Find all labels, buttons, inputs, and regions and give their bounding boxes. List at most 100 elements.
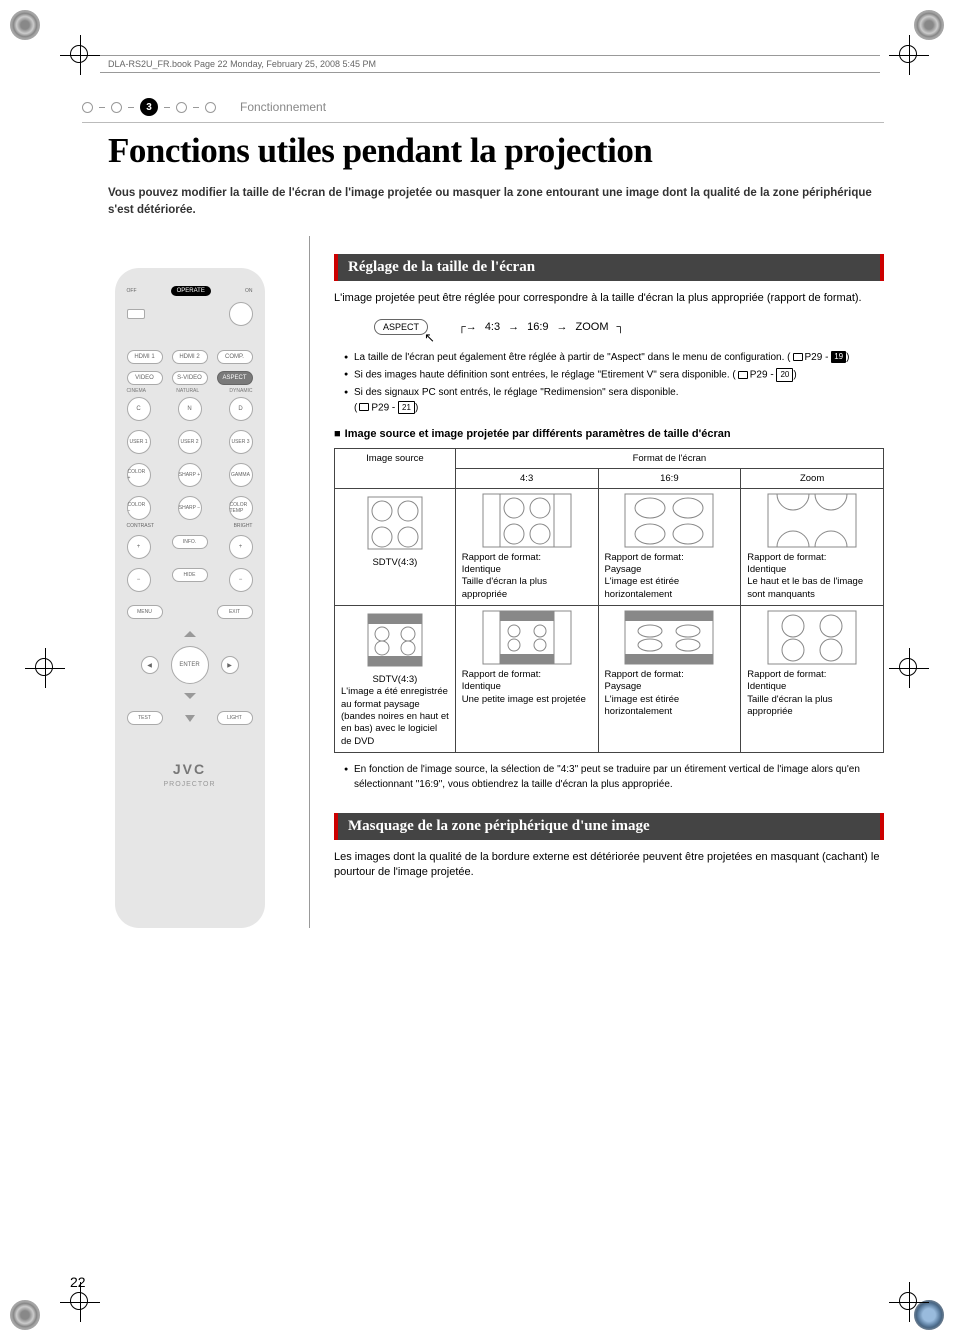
th-169: 16:9 (598, 468, 741, 488)
crop-cross-tr (889, 35, 929, 75)
remote-aspect-button[interactable]: ASPECT (217, 371, 253, 385)
bullet-1: La taille de l'écran peut également être… (344, 351, 884, 366)
page-number: 22 (70, 1274, 86, 1290)
table-subhead: Image source et image projetée par diffé… (334, 428, 884, 440)
aspect-zoom: ZOOM (576, 321, 609, 333)
remote-colortemp-button[interactable]: COLOR TEMP (229, 496, 253, 520)
remote-off-label: OFF (127, 288, 137, 294)
remote-off-button[interactable] (127, 309, 145, 319)
remote-logo: JVC (127, 761, 253, 777)
remote-video-button[interactable]: VIDEO (127, 371, 163, 385)
table-row: SDTV(4:3) L'image a été enregistrée au f… (335, 605, 456, 752)
ref-21: 21 (398, 401, 415, 415)
remote-on-label: ON (245, 288, 253, 294)
bullet-2: Si des images haute définition sont entr… (344, 368, 884, 383)
table-row: SDTV(4:3) (335, 488, 456, 605)
aspect-4-3: 4:3 (485, 321, 500, 333)
section-heading-1: Réglage de la taille de l'écran (334, 254, 884, 281)
book-icon (793, 353, 803, 361)
table-row: Rapport de format:PaysageL'image est éti… (598, 488, 741, 605)
remote-user2-button[interactable]: USER 2 (178, 430, 202, 454)
remote-color-minus-button[interactable]: COLOR − (127, 496, 151, 520)
crumb-step-active: 3 (140, 98, 158, 116)
aspect-16-9: 16:9 (527, 321, 548, 333)
proj-169-lb-icon (624, 610, 714, 665)
remote-hide-button[interactable]: HIDE (172, 568, 208, 582)
remote-bright-minus-button[interactable]: − (229, 568, 253, 592)
remote-user1-button[interactable]: USER 1 (127, 430, 151, 454)
after-table-note: En fonction de l'image source, la sélect… (344, 763, 884, 792)
breadcrumb: 3 Fonctionnement (82, 98, 884, 123)
remote-user3-button[interactable]: USER 3 (229, 430, 253, 454)
remote-down-icon (185, 715, 195, 722)
section-heading-2: Masquage de la zone périphérique d'une i… (334, 813, 884, 840)
remote-light-button[interactable]: LIGHT (217, 711, 253, 725)
crop-cross-br (889, 1282, 929, 1322)
th-zoom: Zoom (741, 468, 884, 488)
th-format: Format de l'écran (455, 448, 883, 468)
cursor-icon: ↖ (424, 330, 435, 346)
intro-text: Vous pouvez modifier la taille de l'écra… (108, 185, 884, 218)
remote-control: OFF OPERATE ON HDMI 1 HDMI 2 COMP. VIDEO S-… (115, 268, 265, 928)
remote-bright-plus-button[interactable]: + (229, 535, 253, 559)
remote-contrast-minus-button[interactable]: − (127, 568, 151, 592)
remote-color-plus-button[interactable]: COLOR + (127, 463, 151, 487)
remote-n-button[interactable]: N (178, 397, 202, 421)
proj-43-icon (482, 493, 572, 548)
remote-natural-label: NATURAL (176, 388, 199, 394)
remote-comp-button[interactable]: COMP. (217, 350, 253, 364)
remote-bright-label: BRIGHT (234, 523, 253, 529)
table-row: Rapport de format:PaysageL'image est éti… (598, 605, 741, 752)
th-43: 4:3 (455, 468, 598, 488)
table-row: Rapport de format:IdentiqueTaille d'écra… (741, 605, 884, 752)
remote-projector-label: PROJECTOR (127, 781, 253, 788)
page-title: Fonctions utiles pendant la projection (108, 131, 884, 171)
remote-svideo-button[interactable]: S-VIDEO (172, 371, 208, 385)
source-letterbox-icon (360, 610, 430, 670)
book-icon (738, 371, 748, 379)
remote-sharp-plus-button[interactable]: SHARP + (178, 463, 202, 487)
bullet-3: Si des signaux PC sont entrés, le réglag… (344, 386, 884, 415)
crumb-step-2 (111, 102, 122, 113)
crumb-step-4 (176, 102, 187, 113)
book-header: DLA-RS2U_FR.book Page 22 Monday, Februar… (100, 55, 880, 73)
aspect-cycle-diagram: ASPECT ↖ ┌→ 4:3 → 16:9 → ZOOM ┐ (374, 319, 884, 335)
remote-contrast-plus-button[interactable]: + (127, 535, 151, 559)
proj-43-lb-icon (482, 610, 572, 665)
crop-corner-tl (10, 10, 40, 40)
table-row: Rapport de format:IdentiqueUne petite im… (455, 605, 598, 752)
remote-enter-button[interactable]: ENTER (171, 646, 209, 684)
crop-corner-bl (10, 1300, 40, 1330)
remote-gamma-button[interactable]: GAMMA (229, 463, 253, 487)
source-sdtv-43-icon (360, 493, 430, 553)
remote-hdmi2-button[interactable]: HDMI 2 (172, 350, 208, 364)
remote-exit-button[interactable]: EXIT (217, 605, 253, 619)
remote-menu-button[interactable]: MENU (127, 605, 163, 619)
format-table: Image source Format de l'écran 4:3 16:9 … (334, 448, 884, 753)
crop-cross-ml (25, 648, 65, 688)
crop-cross-mr (889, 648, 929, 688)
remote-hdmi1-button[interactable]: HDMI 1 (127, 350, 163, 364)
proj-zoom-lb-icon (767, 610, 857, 665)
remote-dynamic-label: DYNAMIC (229, 388, 252, 394)
section-label: Fonctionnement (240, 100, 326, 114)
remote-on-button[interactable] (229, 302, 253, 326)
remote-contrast-label: CONTRAST (127, 523, 155, 529)
section-1-lead: L'image projetée peut être réglée pour c… (334, 291, 884, 306)
table-row: Rapport de format:IdentiqueLe haut et le… (741, 488, 884, 605)
book-icon (359, 403, 369, 411)
remote-d-button[interactable]: D (229, 397, 253, 421)
remote-info-button[interactable]: INFO. (172, 535, 208, 549)
crumb-step-1 (82, 102, 93, 113)
remote-test-button[interactable]: TEST (127, 711, 163, 725)
remote-operate-label: OPERATE (171, 286, 211, 296)
remote-nav-pad[interactable]: ◀ ▶ ENTER (135, 625, 245, 705)
remote-c-button[interactable]: C (127, 397, 151, 421)
crop-cross-tl (60, 35, 100, 75)
ref-19: 19 (831, 351, 846, 363)
ref-20: 20 (776, 368, 793, 382)
section-2-lead: Les images dont la qualité de la bordure… (334, 850, 884, 881)
proj-zoom-icon (767, 493, 857, 548)
remote-sharp-minus-button[interactable]: SHARP − (178, 496, 202, 520)
remote-cinema-label: CINEMA (127, 388, 146, 394)
